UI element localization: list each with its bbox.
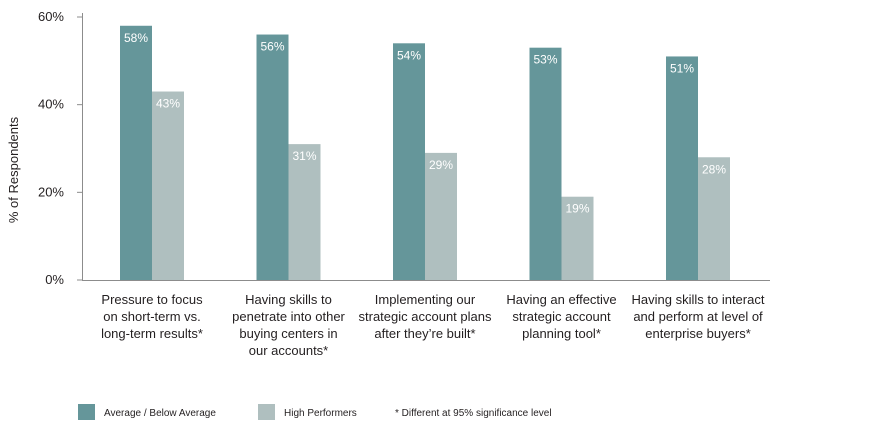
y-axis-label: % of Respondents xyxy=(6,116,21,223)
category-label: Pressure to focus on short-term vs. long-t… xyxy=(101,292,203,341)
bar-value-label: 29% xyxy=(429,158,453,172)
category-label-line: strategic account plans xyxy=(359,309,492,324)
category-label: Implementing our strategic account plans a… xyxy=(359,292,492,341)
bar-value-label: 53% xyxy=(533,53,557,67)
bar-value-label: 58% xyxy=(124,31,148,45)
bar xyxy=(529,47,562,280)
legend-label: Average / Below Average xyxy=(104,408,216,419)
category-label-line: Having skills to interact xyxy=(632,292,765,307)
category-label-line: Having skills to xyxy=(245,292,332,307)
bar-value-label: 28% xyxy=(702,162,726,176)
bar-value-label: 56% xyxy=(260,40,284,54)
bar xyxy=(256,34,289,281)
category-label: Having skills to penetrate into other buyi… xyxy=(232,292,345,358)
category-labels: Pressure to focus on short-term vs. long-t… xyxy=(101,292,765,358)
category-label-line: planning tool* xyxy=(522,326,601,341)
bar xyxy=(393,43,425,280)
y-tick-label: 20% xyxy=(38,184,64,199)
bar xyxy=(425,152,457,280)
bar xyxy=(561,196,594,280)
category-label-line: enterprise buyers* xyxy=(645,326,751,341)
bars-group: 58% 43% 56% 31% 54% 29% 53% 19% 51% 28% xyxy=(120,25,730,281)
y-tick-label: 60% xyxy=(38,9,64,24)
category-label-line: Pressure to focus xyxy=(101,292,203,307)
category-label-line: our accounts* xyxy=(249,343,329,358)
category-label-line: after they’re built* xyxy=(374,326,475,341)
bar-value-label: 43% xyxy=(156,97,180,111)
category-label-line: on short-term vs. xyxy=(103,309,201,324)
bar xyxy=(288,144,321,280)
significance-note: * Different at 95% significance level xyxy=(395,408,552,419)
category-label-line: buying centers in xyxy=(239,326,337,341)
bar xyxy=(698,157,730,280)
bar xyxy=(666,56,698,281)
bar-value-label: 51% xyxy=(670,61,694,75)
category-label: Having skills to interact and perform at … xyxy=(632,292,765,341)
legend-swatch xyxy=(78,404,95,420)
category-label-line: strategic account xyxy=(512,309,611,324)
y-tick-label: 0% xyxy=(45,272,64,287)
legend-swatch xyxy=(258,404,275,420)
legend-label: High Performers xyxy=(284,408,357,419)
y-axis: 0% 20% 40% 60% xyxy=(38,9,83,287)
bar-value-label: 31% xyxy=(292,149,316,163)
bar xyxy=(120,25,152,281)
category-label-line: Implementing our xyxy=(375,292,476,307)
category-label-line: and perform at level of xyxy=(633,309,763,324)
category-label-line: Having an effective xyxy=(506,292,616,307)
bar-value-label: 19% xyxy=(565,202,589,216)
bar-value-label: 54% xyxy=(397,48,421,62)
category-label: Having an effective strategic account plan… xyxy=(506,292,616,341)
category-label-line: long-term results* xyxy=(101,326,203,341)
category-label-line: penetrate into other xyxy=(232,309,345,324)
legend: Average / Below Average High Performers xyxy=(78,404,357,420)
bar xyxy=(152,91,184,281)
y-tick-label: 40% xyxy=(38,97,64,112)
